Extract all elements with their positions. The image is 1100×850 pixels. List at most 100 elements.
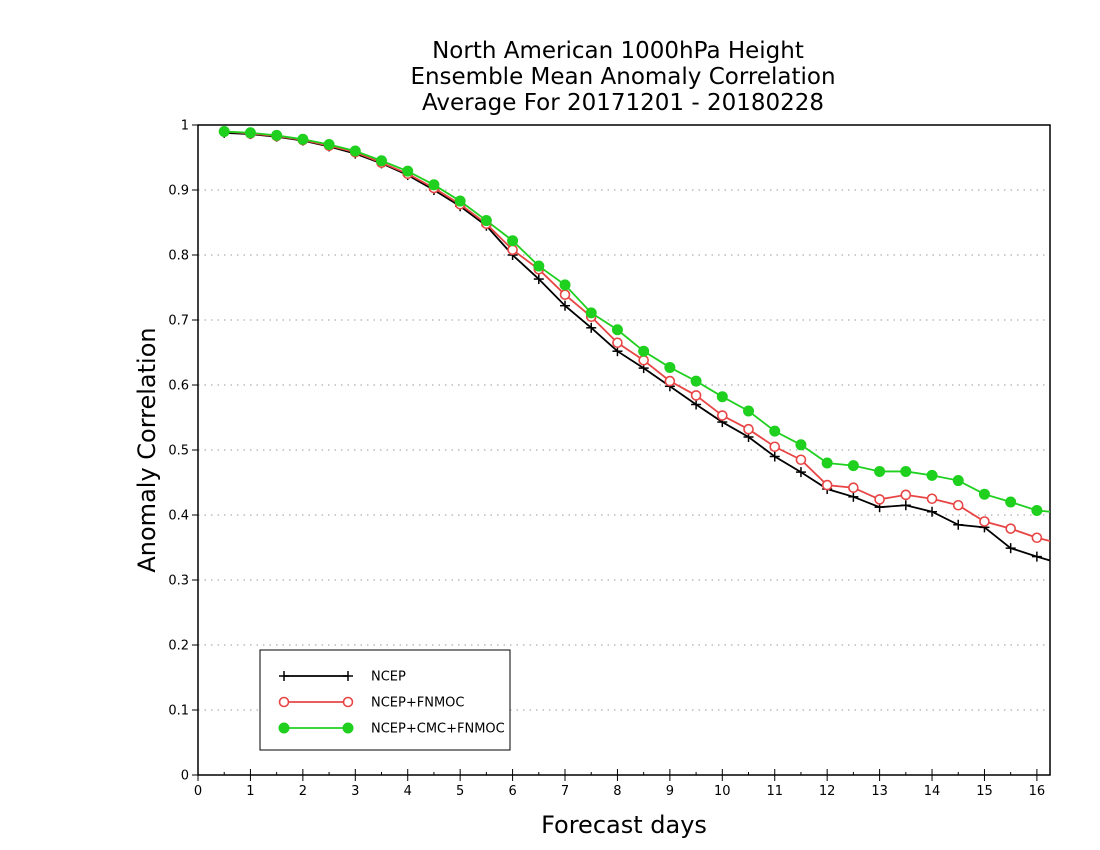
data-point-ncep-cmc-fnmoc <box>611 324 623 336</box>
y-tick-label: 0.1 <box>168 704 189 719</box>
x-tick-label: 6 <box>508 784 516 799</box>
data-point-ncep-cmc-fnmoc <box>428 179 440 191</box>
data-point-ncep-cmc-fnmoc <box>323 139 335 150</box>
x-tick-label: 5 <box>456 784 464 799</box>
data-point-ncep-fnmoc <box>900 489 912 501</box>
x-tick-label: 14 <box>924 784 941 799</box>
data-point-ncep-cmc-fnmoc <box>926 469 938 481</box>
data-point-ncep <box>1031 551 1042 562</box>
legend-item-ncep-cmc-fnmoc: NCEP+CMC+FNMOC <box>278 722 505 737</box>
data-point-ncep <box>927 506 938 517</box>
data-point-ncep <box>848 491 859 502</box>
series-line-ncep-fnmoc <box>224 130 1051 542</box>
y-tick-label: 0.9 <box>168 184 189 199</box>
gridlines <box>198 189 1050 711</box>
data-point-ncep-fnmoc <box>507 244 518 256</box>
x-tick-label: 16 <box>1029 784 1046 799</box>
legend-marker <box>342 696 354 708</box>
y-tick-label: 0.8 <box>168 249 189 264</box>
y-tick-label: 0.4 <box>168 509 189 524</box>
data-point-ncep <box>533 274 544 285</box>
series-ncep-cmc-fnmoc <box>218 126 1051 516</box>
legend-marker <box>278 696 290 708</box>
data-point-ncep-cmc-fnmoc <box>743 405 755 417</box>
x-tick-label: 11 <box>766 784 783 799</box>
x-tick-label: 4 <box>404 784 412 799</box>
legend-item-ncep: NCEP <box>279 670 406 685</box>
data-point-ncep-cmc-fnmoc <box>716 391 728 403</box>
legend-marker <box>279 671 289 681</box>
data-point-ncep-fnmoc <box>1005 523 1016 534</box>
data-point-ncep <box>560 300 571 311</box>
data-point-ncep <box>1005 543 1016 554</box>
data-point-ncep-fnmoc <box>743 423 754 435</box>
title-line-2: Ensemble Mean Anomaly Correlation <box>410 64 835 90</box>
legend-label: NCEP <box>371 670 406 685</box>
data-point-ncep-fnmoc <box>795 454 807 466</box>
data-point-ncep-fnmoc <box>848 482 859 494</box>
y-tick-label: 0.2 <box>168 639 189 654</box>
y-tick-label: 0.7 <box>168 314 189 329</box>
data-point-ncep-fnmoc <box>664 375 676 387</box>
data-point-ncep-cmc-fnmoc <box>349 145 361 157</box>
data-point-ncep <box>953 519 964 530</box>
x-tick-label: 13 <box>871 784 888 799</box>
x-tick-label: 2 <box>299 784 307 799</box>
data-point-ncep-fnmoc <box>559 289 571 300</box>
legend-box <box>259 649 511 751</box>
data-point-ncep-fnmoc <box>717 410 728 421</box>
legend-label: NCEP+CMC+FNMOC <box>371 722 505 737</box>
data-point-ncep-cmc-fnmoc <box>507 235 519 247</box>
data-point-ncep-cmc-fnmoc <box>271 129 283 141</box>
series-layer <box>218 126 1051 562</box>
data-point-ncep-fnmoc <box>769 441 781 453</box>
data-point-ncep-cmc-fnmoc <box>1031 504 1043 516</box>
data-point-ncep-cmc-fnmoc <box>900 465 912 477</box>
x-axis-label: Forecast days <box>541 811 707 839</box>
data-point-ncep-cmc-fnmoc <box>1005 496 1017 508</box>
data-point-ncep-fnmoc <box>952 499 964 511</box>
data-point-ncep <box>900 500 911 511</box>
x-tick-label: 12 <box>819 784 836 799</box>
x-tick-label: 10 <box>714 784 731 799</box>
chart-title: North American 1000hPa Height Ensemble M… <box>410 38 835 116</box>
legend-marker <box>278 722 290 734</box>
data-point-ncep-fnmoc <box>926 493 938 505</box>
data-point-ncep-cmc-fnmoc <box>376 155 388 167</box>
x-tick-label: 9 <box>666 784 674 799</box>
y-tick-label: 0.5 <box>168 444 189 459</box>
data-point-ncep-cmc-fnmoc <box>978 488 990 500</box>
x-tick-label: 1 <box>246 784 254 799</box>
title-line-3: Average For 20171201 - 20180228 <box>422 90 824 116</box>
data-point-ncep-cmc-fnmoc <box>821 457 833 469</box>
data-point-ncep-cmc-fnmoc <box>297 133 309 145</box>
data-point-ncep-cmc-fnmoc <box>218 126 230 137</box>
data-point-ncep-cmc-fnmoc <box>795 439 807 451</box>
x-tick-label: 8 <box>613 784 621 799</box>
data-point-ncep-cmc-fnmoc <box>874 465 886 477</box>
x-tick-label: 0 <box>194 784 202 799</box>
data-point-ncep-fnmoc <box>821 479 833 491</box>
data-point-ncep-cmc-fnmoc <box>847 460 859 472</box>
data-point-ncep <box>691 399 702 410</box>
series-line-ncep-cmc-fnmoc <box>224 130 1051 513</box>
legend-marker <box>343 671 353 681</box>
data-point-ncep-cmc-fnmoc <box>664 361 676 373</box>
y-axis-ticks: 0 0.1 0.2 0.3 0.4 0.5 0.6 0.7 0.8 0.9 1 <box>168 119 198 784</box>
data-point-ncep-cmc-fnmoc <box>952 475 964 487</box>
y-tick-label: 0.6 <box>168 379 189 394</box>
legend-label: NCEP+FNMOC <box>371 696 464 711</box>
legend-marker <box>342 722 354 734</box>
data-point-ncep-cmc-fnmoc <box>454 195 466 207</box>
data-point-ncep-cmc-fnmoc <box>480 215 492 227</box>
data-point-ncep-cmc-fnmoc <box>585 307 597 319</box>
data-point-ncep-cmc-fnmoc <box>769 425 781 437</box>
x-tick-label: 3 <box>351 784 359 799</box>
data-point-ncep-cmc-fnmoc <box>690 375 702 387</box>
y-tick-label: 1 <box>181 119 189 134</box>
data-point-ncep-cmc-fnmoc <box>244 127 256 139</box>
y-axis-label: Anomaly Correlation <box>133 327 161 572</box>
title-line-1: North American 1000hPa Height <box>432 38 804 64</box>
x-tick-label: 15 <box>976 784 993 799</box>
y-tick-label: 0.3 <box>168 574 189 589</box>
